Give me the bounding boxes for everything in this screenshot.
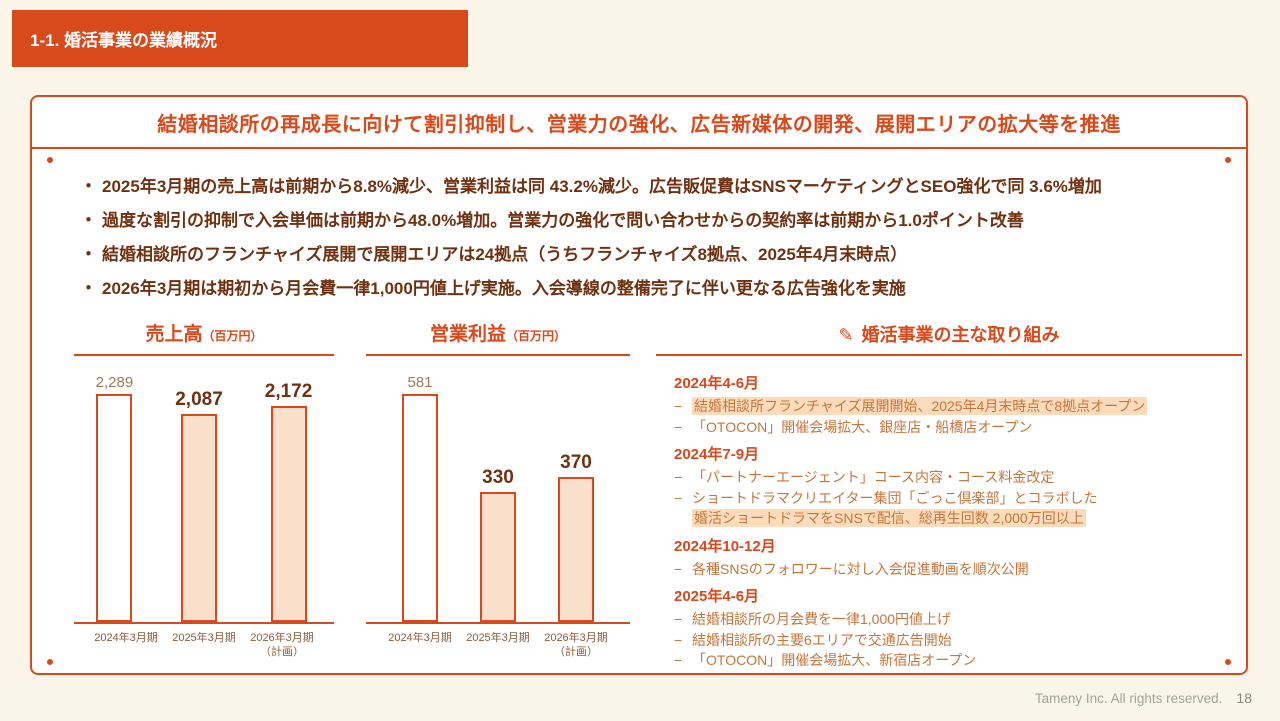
dash-bullet-icon: − — [674, 652, 683, 668]
initiative-period: 2024年7-9月 — [674, 446, 760, 463]
initiative-item: − 「OTOCON」開催会場拡大、銀座店・船橋店オープン — [674, 417, 1242, 438]
profit-category-axis: 2024年3月期 2025年3月期 2026年3月期 （計画） — [366, 631, 630, 659]
bullet-text: 結婚相談所のフランチャイズ展開で展開エリアは24拠点（うちフランチャイズ8拠点、… — [102, 245, 908, 264]
bar — [480, 492, 516, 622]
bar-value-label: 2,087 — [175, 389, 223, 410]
profit-chart-unit: （百万円） — [506, 329, 567, 343]
bar-value-label: 2,289 — [95, 374, 134, 391]
initiative-item: − 各種SNSのフォロワーに対し入会促進動画を順次公開 — [674, 559, 1242, 580]
initiative-item: − 結婚相談所フランチャイズ展開開始、2025年4月末時点で8拠点オープン — [674, 396, 1242, 417]
bar-value-label: 2,172 — [264, 381, 313, 402]
initiative-period: 2024年4-6月 — [674, 375, 760, 392]
bar-column: 2,172 — [264, 381, 313, 622]
bullet-dot-icon: ・ — [80, 211, 97, 230]
revenue-bar-chart: 売上高（百万円） 2,289 2,087 2,172 2024年3月期 2025年3月… — [74, 322, 334, 659]
revenue-plot-area: 2,289 2,087 2,172 — [74, 356, 334, 624]
dash-bullet-icon: − — [674, 418, 683, 435]
initiative-text: 結婚相談所フランチャイズ展開開始、2025年4月末時点で8拠点オープン — [692, 397, 1148, 415]
dash-bullet-icon: − — [674, 560, 683, 577]
bar-value-label: 370 — [560, 452, 592, 473]
page-number: 18 — [1236, 690, 1252, 706]
initiative-text: ショートドラマクリエイター集団「ごっこ倶楽部」とコラボした — [692, 489, 1098, 506]
initiatives-header: ✎ 婚活事業の主な取り組み — [656, 322, 1242, 356]
content-card: 結婚相談所の再成長に向けて割引抑制し、営業力の強化、広告新媒体の開発、展開エリア… — [30, 95, 1248, 675]
initiative-item: − 「OTOCON」開催会場拡大、新宿店オープン — [674, 650, 1242, 671]
bar-value-label: 330 — [482, 467, 514, 488]
summary-bullet: ・ 2025年3月期の売上高は前期から8.8%減少、営業利益は同 43.2%減少。… — [80, 175, 1236, 199]
initiative-text: 「OTOCON」開催会場拡大、銀座店・船橋店オープン — [692, 418, 1033, 435]
summary-bullet: ・ 2026年3月期は期初から月会費一律1,000円値上げ実施。入会導線の整備完了… — [80, 277, 1236, 301]
bullet-dot-icon: ・ — [80, 279, 97, 298]
revenue-chart-title: 売上高 — [145, 324, 203, 345]
initiatives-title: 婚活事業の主な取り組み — [861, 325, 1060, 345]
dash-bullet-icon: − — [674, 611, 683, 627]
initiative-text: 「パートナーエージェント」コース内容・コース料金改定 — [692, 469, 1055, 485]
section-tab: 1-1. 婚活事業の業績概況 — [12, 10, 468, 67]
dash-bullet-icon: − — [674, 489, 683, 506]
corner-ornament-icon — [1225, 659, 1231, 665]
bar-column: 330 — [480, 467, 516, 622]
bar-category-label: 2026年3月期 （計画） — [544, 632, 608, 658]
initiative-text: 結婚相談所の主要6エリアで交通広告開始 — [692, 631, 952, 648]
revenue-chart-header: 売上高（百万円） — [74, 322, 334, 356]
initiatives-panel: ✎ 婚活事業の主な取り組み 2024年4-6月 − 結婚相談所フランチャイズ展開開始、… — [656, 322, 1242, 671]
bar — [402, 394, 438, 622]
bar-category-label: 2024年3月期 — [388, 632, 452, 644]
bar-value-label: 581 — [407, 374, 433, 391]
initiative-text: 結婚相談所の月会費を一律1,000円値上げ — [692, 611, 952, 627]
corner-ornament-icon — [1225, 157, 1231, 163]
bar-column: 2,289 — [95, 374, 134, 622]
initiative-text: 各種SNSのフォロワーに対し入会促進動画を順次公開 — [692, 560, 1029, 577]
bar — [270, 406, 307, 622]
initiative-period: 2025年4-6月 — [674, 588, 760, 605]
bullet-text: 2026年3月期は期初から月会費一律1,000円値上げ実施。入会導線の整備完了に… — [102, 279, 906, 298]
bar — [96, 394, 133, 622]
section-tab-title: 1-1. 婚活事業の業績概況 — [30, 31, 218, 50]
pencil-icon: ✎ — [838, 325, 854, 345]
profit-chart-header: 営業利益（百万円） — [366, 322, 630, 356]
bullet-text: 過度な割引の抑制で入会単価は前期から48.0%増加。営業力の強化で問い合わせから… — [102, 211, 1024, 230]
corner-ornament-icon — [47, 659, 53, 665]
initiative-period: 2024年10-12月 — [674, 537, 776, 555]
initiative-text: 婚活ショートドラマをSNSで配信、総再生回数 2,000万回以上 — [692, 509, 1086, 527]
bullet-text: 2025年3月期の売上高は前期から8.8%減少、営業利益は同 43.2%減少。広… — [102, 177, 1102, 196]
dash-bullet-icon: − — [674, 631, 683, 648]
bar-column: 370 — [558, 452, 594, 622]
slide-headline: 結婚相談所の再成長に向けて割引抑制し、営業力の強化、広告新媒体の開発、展開エリア… — [32, 97, 1246, 149]
slide-footer: Tameny Inc. All rights reserved. 18 — [1035, 690, 1252, 706]
bar — [558, 477, 594, 622]
initiative-item: − 結婚相談所の月会費を一律1,000円値上げ — [674, 609, 1242, 630]
initiative-text: 「OTOCON」開催会場拡大、新宿店オープン — [692, 652, 977, 668]
revenue-chart-unit: （百万円） — [202, 329, 263, 343]
dash-bullet-icon: − — [674, 469, 683, 485]
bar-column: 581 — [402, 374, 438, 622]
initiative-item: − ショートドラマクリエイター集団「ごっこ倶楽部」とコラボした — [674, 488, 1242, 509]
bullet-dot-icon: ・ — [80, 177, 97, 196]
bar-category-label: 2026年3月期 （計画） — [250, 632, 314, 658]
bar — [180, 414, 217, 622]
summary-bullet: ・結婚相談所のフランチャイズ展開で展開エリアは24拠点（うちフランチャイズ8拠点… — [80, 243, 1236, 267]
bar-category-label: 2025年3月期 — [466, 632, 530, 644]
summary-bullet: ・過度な割引の抑制で入会単価は前期から48.0%増加。営業力の強化で問い合わせか… — [80, 209, 1236, 233]
dash-bullet-icon: − — [674, 398, 683, 414]
bar-column: 2,087 — [175, 389, 223, 622]
bar-category-label: 2025年3月期 — [172, 632, 236, 644]
initiative-item: − 結婚相談所の主要6エリアで交通広告開始 — [674, 630, 1242, 651]
profit-plot-area: 581 330 370 — [366, 356, 630, 624]
initiatives-body: 2024年4-6月 − 結婚相談所フランチャイズ展開開始、2025年4月末時点で8拠… — [656, 356, 1242, 671]
bar-category-label: 2024年3月期 — [94, 632, 158, 644]
summary-bullets: ・ 2025年3月期の売上高は前期から8.8%減少、営業利益は同 43.2%減少。… — [80, 175, 1236, 311]
initiative-item: 婚活ショートドラマをSNSで配信、総再生回数 2,000万回以上 — [674, 508, 1242, 529]
revenue-category-axis: 2024年3月期 2025年3月期 2026年3月期 （計画） — [74, 631, 334, 659]
corner-ornament-icon — [47, 157, 53, 163]
operating-profit-bar-chart: 営業利益（百万円） 581 330 370 2024年3月期 2025年3月期 2026… — [366, 322, 630, 659]
initiative-item: − 「パートナーエージェント」コース内容・コース料金改定 — [674, 467, 1242, 488]
copyright-text: Tameny Inc. All rights reserved. — [1034, 691, 1223, 706]
profit-chart-title: 営業利益 — [429, 324, 506, 345]
bullet-dot-icon: ・ — [80, 245, 97, 264]
